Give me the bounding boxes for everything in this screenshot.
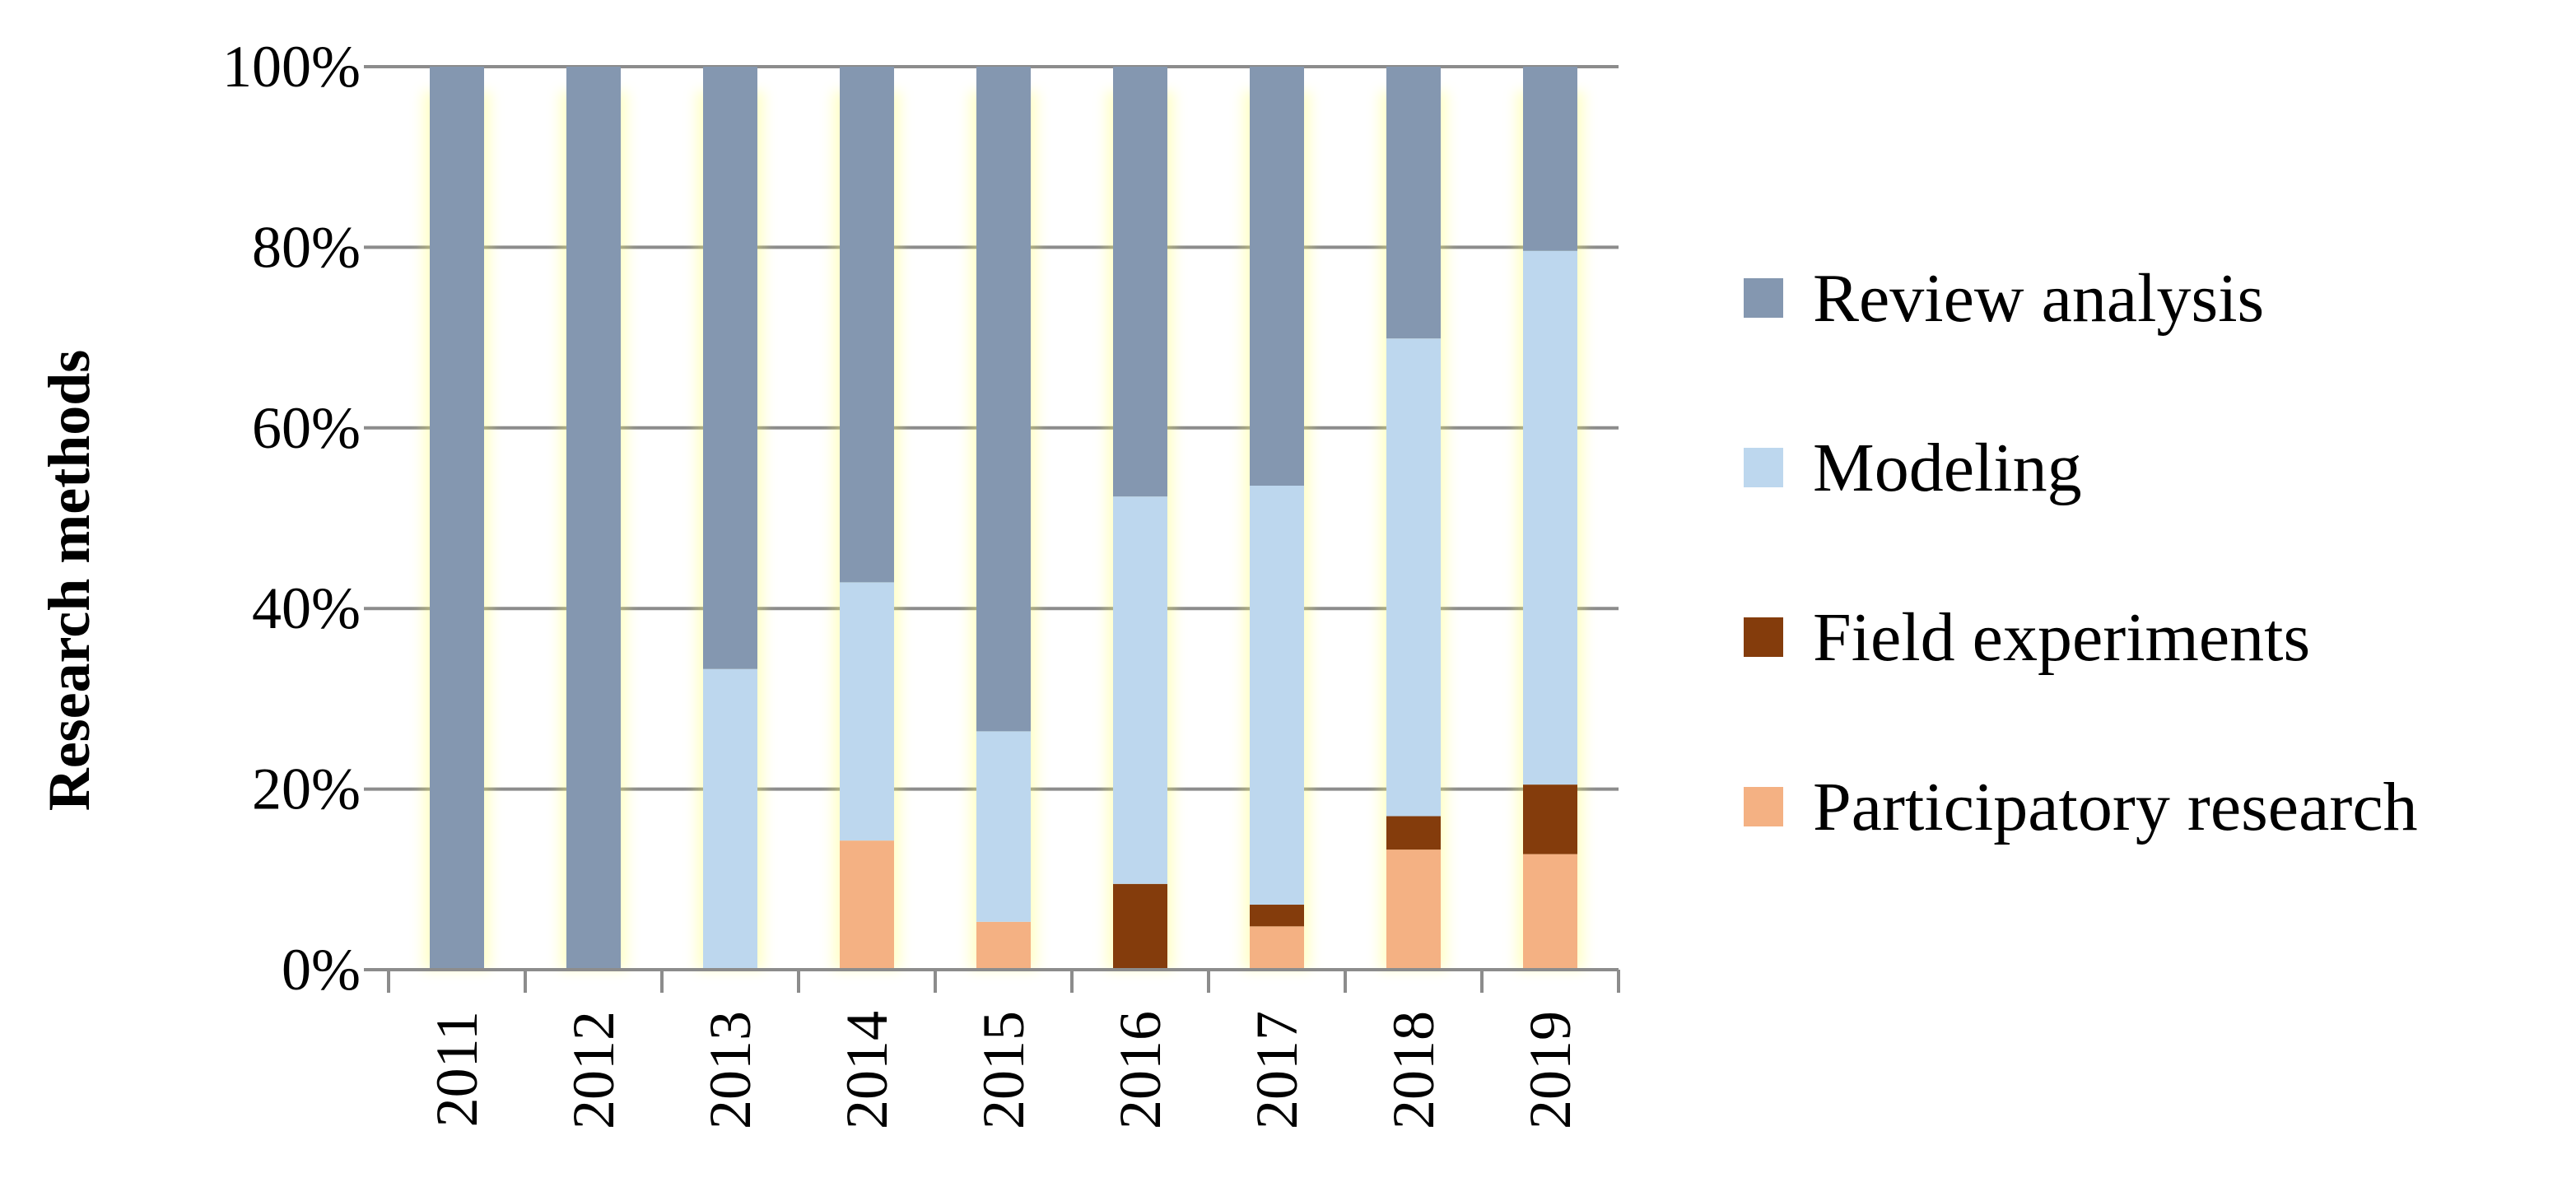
x-tick-label: 2014 <box>834 1011 900 1129</box>
legend-item: Participatory research <box>1744 769 2418 845</box>
legend-swatch <box>1744 448 1783 487</box>
y-tick-label: 60% <box>252 395 361 461</box>
bar-segment <box>566 67 621 970</box>
bar-segment <box>1250 486 1304 905</box>
bar-segment <box>1250 926 1304 970</box>
legend: Review analysis Modeling Field experiments… <box>1744 260 2418 845</box>
bar-segment <box>1523 67 1577 251</box>
legend-label: Participatory research <box>1813 769 2418 845</box>
x-tick-label: 2013 <box>697 1011 763 1129</box>
legend-swatch <box>1744 278 1783 318</box>
legend-item: Field experiments <box>1744 599 2310 676</box>
legend-item: Modeling <box>1744 430 2082 506</box>
bar-segment <box>1523 784 1577 854</box>
bar-segment <box>1523 250 1577 785</box>
x-tick-label: 2016 <box>1107 1011 1173 1129</box>
x-tick-label: 2011 <box>424 1011 490 1127</box>
legend-label: Field experiments <box>1813 599 2310 676</box>
bar-segment <box>976 67 1031 732</box>
bar-segment <box>1386 850 1441 970</box>
y-tick-label: 80% <box>252 214 361 280</box>
bar-segment <box>1386 338 1441 817</box>
bar-segment <box>840 582 894 841</box>
x-tick-label: 2012 <box>561 1011 627 1129</box>
bar-segment <box>840 67 894 583</box>
bar-segment <box>1250 67 1304 486</box>
bar-segment <box>430 67 484 970</box>
bar-segment <box>1386 816 1441 850</box>
bar-segment <box>703 668 757 970</box>
x-tick-labels: 2011 2012 2013 2014 2015 2016 2017 2018 2019 <box>424 1011 1583 1129</box>
legend-label: Modeling <box>1813 430 2082 506</box>
bars <box>430 67 1577 970</box>
legend-item: Review analysis <box>1744 260 2264 337</box>
x-tick-label: 2017 <box>1244 1011 1310 1129</box>
x-tick-label: 2015 <box>971 1011 1036 1129</box>
bar-segment <box>976 921 1031 970</box>
y-tick-label: 100% <box>222 34 361 100</box>
bar-segment <box>1523 854 1577 970</box>
legend-swatch <box>1744 787 1783 826</box>
legend-label: Review analysis <box>1813 260 2264 337</box>
y-tick-label: 20% <box>252 756 361 822</box>
y-axis-label: Research methods <box>36 350 102 812</box>
bar-segment <box>1250 905 1304 927</box>
bar-segment <box>1113 496 1167 884</box>
x-tick-label: 2019 <box>1517 1011 1583 1129</box>
y-tick-label: 40% <box>252 575 361 641</box>
bar-segment <box>1113 883 1167 970</box>
bar-segment <box>703 67 757 669</box>
bar-segment <box>1113 67 1167 497</box>
bar-segment <box>1386 67 1441 339</box>
legend-swatch <box>1744 617 1783 657</box>
x-tick-label: 2018 <box>1381 1011 1446 1129</box>
axes <box>364 968 1620 993</box>
y-tick-label: 0% <box>282 937 361 1003</box>
bar-segment <box>840 840 894 970</box>
bar-segment <box>976 731 1031 922</box>
y-tick-labels: 0% 20% 40% 60% 80% 100% <box>222 34 361 1003</box>
